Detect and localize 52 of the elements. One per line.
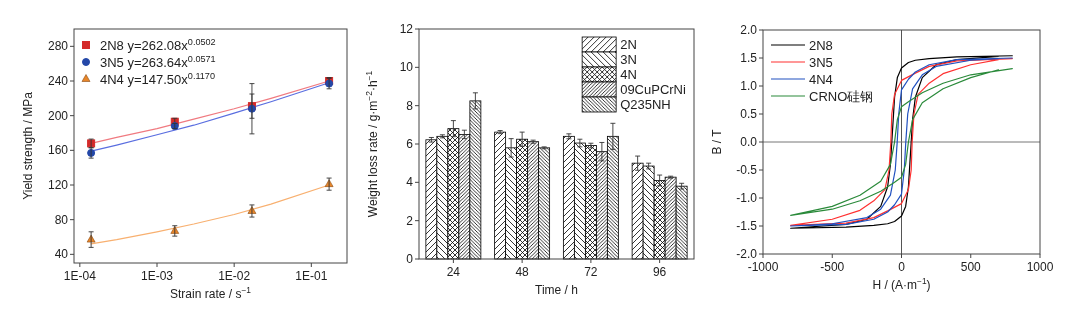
- legend-label: 3N5: [809, 55, 833, 70]
- y-axis-title: B / T: [710, 128, 724, 155]
- x-tick-label: 48: [515, 265, 530, 279]
- legend-label: 2N8: [809, 38, 833, 53]
- y-tick-label: 280: [47, 39, 69, 54]
- y-tick-label: 240: [47, 74, 69, 88]
- y-axis-title: Yield strength / MPa: [21, 91, 35, 200]
- x-axis-title: Time / h: [535, 283, 578, 297]
- y-tick-label: 4: [406, 175, 414, 190]
- y-tick-label: 2.0: [740, 23, 758, 37]
- x-tick-label: 1E-01: [295, 269, 328, 283]
- x-tick-label: 24: [446, 265, 461, 279]
- y-tick-label: -1.5: [736, 219, 758, 233]
- x-axis-title: Strain rate / s$^{−1}$: [170, 285, 252, 301]
- legend-label: Q235NH: [620, 97, 671, 112]
- y-tick-label: 0.5: [740, 107, 758, 121]
- x-tick-label: 1E-04: [63, 269, 97, 283]
- legend-label: 3N5 y=263.64x$^{0.0571}$: [100, 54, 216, 70]
- legend-label: 4N4: [809, 72, 833, 87]
- legend-label: 4N: [620, 67, 637, 82]
- y-tick-label: 6: [406, 137, 414, 151]
- x-tick-label: -1000: [747, 260, 779, 274]
- x-tick-label: -500: [820, 260, 845, 274]
- x-tick-label: 1E-02: [218, 269, 251, 283]
- legend-label: 2N: [620, 37, 637, 52]
- y-tick-label: -1.0: [736, 191, 758, 205]
- x-tick-label: 96: [652, 265, 667, 279]
- legend-label: 09CuPCrNi: [620, 82, 686, 97]
- y-tick-label: 160: [47, 143, 69, 158]
- x-tick-label: 1E-03: [140, 269, 174, 283]
- y-tick-label: 200: [47, 108, 69, 123]
- y-tick-label: 40: [54, 247, 69, 262]
- x-axis-title: H / (A·m$^{−1}$): [872, 276, 931, 292]
- y-tick-label: 80: [54, 212, 69, 227]
- y-tick-label: 0.0: [740, 135, 758, 149]
- y-tick-label: 120: [47, 178, 69, 192]
- y-tick-label: 2: [406, 213, 414, 228]
- x-tick-label: 72: [584, 265, 598, 279]
- y-tick-label: 1.0: [740, 79, 758, 93]
- legend-label: 3N: [620, 52, 637, 67]
- x-tick-label: 500: [960, 260, 982, 274]
- y-tick-label: -2.0: [736, 247, 758, 261]
- y-tick-label: 12: [399, 22, 414, 36]
- x-tick-label: 1000: [1026, 260, 1054, 274]
- legend-label: 4N4 y=147.50x$^{0.1170}$: [100, 71, 215, 87]
- legend-label: CRNO硅钢: [809, 89, 874, 104]
- legend-label: 2N8 y=262.08x$^{0.0502}$: [100, 37, 216, 53]
- y-tick-label: 8: [406, 98, 414, 113]
- y-tick-label: -0.5: [736, 163, 758, 177]
- y-tick-label: 1.5: [740, 51, 758, 65]
- x-tick-label: 0: [898, 260, 906, 274]
- y-tick-label: 10: [399, 60, 414, 75]
